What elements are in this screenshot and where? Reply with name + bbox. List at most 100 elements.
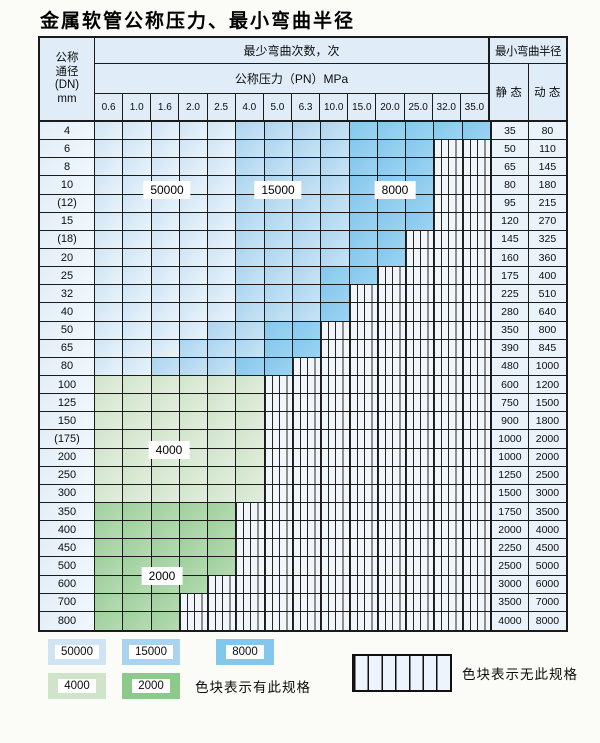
cycles-cell [264, 285, 293, 304]
no-spec-cell [292, 502, 322, 522]
cycles-cell [151, 267, 180, 286]
cycles-cell [377, 158, 407, 177]
cycles-cell [321, 158, 350, 177]
legend-row-2: 4000 2000 色块表示有此规格 [48, 673, 348, 699]
cycles-cell [264, 230, 293, 249]
no-spec-cell [292, 394, 322, 413]
cycles-cell [151, 339, 180, 358]
cycles-cell [95, 285, 124, 304]
no-spec-cell [434, 140, 463, 159]
dynamic-radius-cell: 360 [528, 248, 566, 268]
cycles-cell [151, 140, 180, 159]
cycles-cell [236, 321, 265, 340]
no-spec-cell [462, 593, 492, 612]
cycles-cell [264, 339, 293, 358]
no-spec-cell [377, 430, 407, 449]
dn-cell: 8 [40, 158, 95, 177]
cycles-cell [95, 303, 124, 322]
no-spec-cell [264, 557, 293, 576]
table-row: 350 1750 3500 [40, 502, 566, 522]
cycles-cell [95, 412, 124, 431]
static-radius-cell: 350 [491, 321, 529, 340]
table-row: 150 900 1800 [40, 412, 566, 431]
no-spec-cell [434, 176, 463, 195]
no-spec-cell [406, 285, 435, 304]
pressure-col-header: 1.6 [151, 94, 180, 122]
legend-swatch-2000: 2000 [122, 673, 180, 699]
dn-cell: 40 [40, 303, 95, 322]
cycles-cell [292, 248, 322, 268]
dynamic-header: 动 态 [528, 64, 566, 122]
radius-title: 最小弯曲半径 [490, 38, 566, 64]
dn-cell: 10 [40, 176, 95, 195]
no-spec-cell [406, 575, 435, 594]
cycles-cell [151, 412, 180, 431]
table-row: 250 1250 2500 [40, 466, 566, 485]
cycles-cell [179, 321, 209, 340]
cycles-cell [179, 466, 209, 485]
cycles-cell [123, 430, 152, 449]
dn-header-line: 公称 [55, 52, 79, 64]
cycles-cell [95, 430, 124, 449]
dn-cell: 400 [40, 521, 95, 540]
cycles-cell [321, 303, 350, 322]
no-spec-cell [462, 539, 492, 558]
dn-cell: 150 [40, 412, 95, 431]
no-spec-cell [377, 521, 407, 540]
no-spec-cell [349, 339, 378, 358]
dynamic-radius-cell: 1000 [528, 357, 566, 376]
cycles-cell [151, 212, 180, 231]
no-spec-cell [377, 267, 407, 286]
cycles-cell [179, 539, 209, 558]
cycles-cell [179, 248, 209, 268]
no-spec-cell [292, 611, 322, 630]
cycles-cell [236, 140, 265, 159]
no-spec-cell [349, 557, 378, 576]
no-spec-cell [321, 484, 350, 503]
no-spec-cell [406, 539, 435, 558]
dn-cell: (175) [40, 430, 95, 449]
no-spec-cell [292, 448, 322, 467]
no-spec-cell [236, 557, 265, 576]
pressure-col-header: 4.0 [235, 94, 264, 122]
no-spec-cell [264, 466, 293, 485]
no-spec-cell [264, 484, 293, 503]
static-radius-cell: 480 [491, 357, 529, 376]
table-row: 125 750 1500 [40, 394, 566, 413]
dn-cell: 4 [40, 122, 95, 141]
no-spec-cell [462, 230, 492, 249]
legend-no-spec-note: 色块表示无此规格 [462, 667, 578, 682]
no-spec-cell [349, 412, 378, 431]
cycles-cell [264, 140, 293, 159]
cycles-cell [123, 248, 152, 268]
pressure-col-header: 6.3 [291, 94, 321, 122]
no-spec-cell [434, 158, 463, 177]
cycles-cell [151, 466, 180, 485]
cycles-cell [95, 212, 124, 231]
static-radius-cell: 1250 [491, 466, 529, 485]
cycles-cell [179, 303, 209, 322]
region-label: 4000 [148, 441, 190, 459]
no-spec-cell [377, 557, 407, 576]
cycles-cell [123, 267, 152, 286]
dynamic-radius-cell: 1500 [528, 394, 566, 413]
cycles-cell [95, 158, 124, 177]
no-spec-cell [462, 412, 492, 431]
no-spec-cell [321, 502, 350, 522]
no-spec-cell [377, 611, 407, 630]
no-spec-cell [462, 285, 492, 304]
table-row: 50 350 800 [40, 321, 566, 340]
dn-header-line: mm [57, 92, 77, 105]
pressure-radius-table: 公称 通径 (DN) mm 最少弯曲次数，次 公称压力（PN）MPa 0.6 1.0 1.… [38, 36, 568, 632]
no-spec-cell [462, 321, 492, 340]
cycles-cell [208, 375, 237, 395]
no-spec-cell [349, 357, 378, 376]
cycles-cell [123, 466, 152, 485]
table-row: 700 3500 7000 [40, 593, 566, 612]
cycles-cell [151, 248, 180, 268]
cycles-cell [377, 212, 407, 231]
no-spec-cell [292, 539, 322, 558]
dn-cell: 200 [40, 448, 95, 467]
cycles-cell [208, 321, 237, 340]
cycles-cell [236, 466, 265, 485]
